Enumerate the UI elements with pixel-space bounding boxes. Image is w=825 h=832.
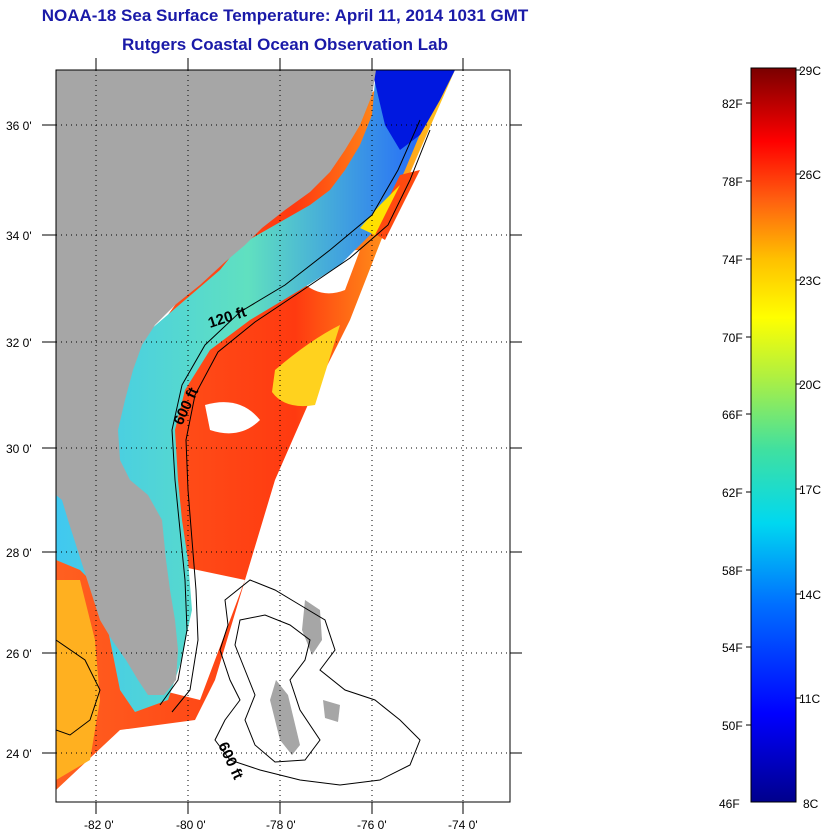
lat-label: 24 0' [6,747,32,761]
c-label: 14C [799,588,821,602]
lon-label: -78 0' [266,818,296,832]
lon-label: -80 0' [176,818,206,832]
f-label: 46F [719,797,740,811]
temperature-colorbar [750,67,797,803]
land-island [323,700,340,722]
map-area [56,70,510,802]
warm-pool [272,325,340,407]
lat-label: 30 0' [6,442,32,456]
c-label: 17C [799,483,821,497]
lat-label: 32 0' [6,336,32,350]
land-island [270,680,300,755]
f-label: 50F [722,719,743,733]
c-label: 20C [799,378,821,392]
depth-contour [171,129,431,713]
depth-contour [56,639,101,736]
f-label: 70F [722,331,743,345]
gulf-water [56,580,100,780]
map-subtitle: Rutgers Coastal Ocean Observation Lab [122,35,448,54]
land-island [302,600,322,655]
colorbar-ticks [746,69,801,726]
map-frame [55,69,511,803]
c-label: 11C [799,692,820,706]
lat-label: 28 0' [6,546,32,560]
lat-label: 26 0' [6,647,32,661]
f-label: 78F [722,175,743,189]
latitude-labels: 36 0' 34 0' 32 0' 30 0' 28 0' 26 0' 24 0… [6,119,32,761]
f-label: 74F [722,253,743,267]
lon-label: -74 0' [448,818,478,832]
map-title: NOAA-18 Sea Surface Temperature: April 1… [41,6,529,25]
lon-label: -76 0' [357,818,387,832]
depth-contour [214,579,421,786]
colorbar-celsius-labels: 29C 26C 23C 20C 17C 14C 11C 8C [799,64,821,811]
f-label: 62F [722,486,743,500]
c-label: 8C [803,797,819,811]
shelf-edge-warm [360,185,400,235]
c-label: 29C [799,64,821,78]
depth-contour [234,614,321,763]
c-label: 23C [799,274,821,288]
f-label: 54F [722,641,743,655]
c-label: 26C [799,168,821,182]
lat-label: 34 0' [6,229,32,243]
lon-label: -82 0' [84,818,114,832]
cloud-gap [205,402,260,434]
f-label: 66F [722,408,743,422]
f-label: 82F [722,97,743,111]
shelf-edge-warm [372,170,420,240]
colorbar-fahrenheit-labels: 82F 78F 74F 70F 66F 62F 58F 54F 50F 46F [719,97,743,811]
lat-label: 36 0' [6,119,32,133]
longitude-labels: -82 0' -80 0' -78 0' -76 0' -74 0' [84,818,478,832]
graticule [56,70,510,802]
cold-water [372,70,455,150]
axis-ticks [42,58,522,814]
f-label: 58F [722,564,743,578]
depth-contour [159,119,421,706]
land-mainland [56,70,376,695]
